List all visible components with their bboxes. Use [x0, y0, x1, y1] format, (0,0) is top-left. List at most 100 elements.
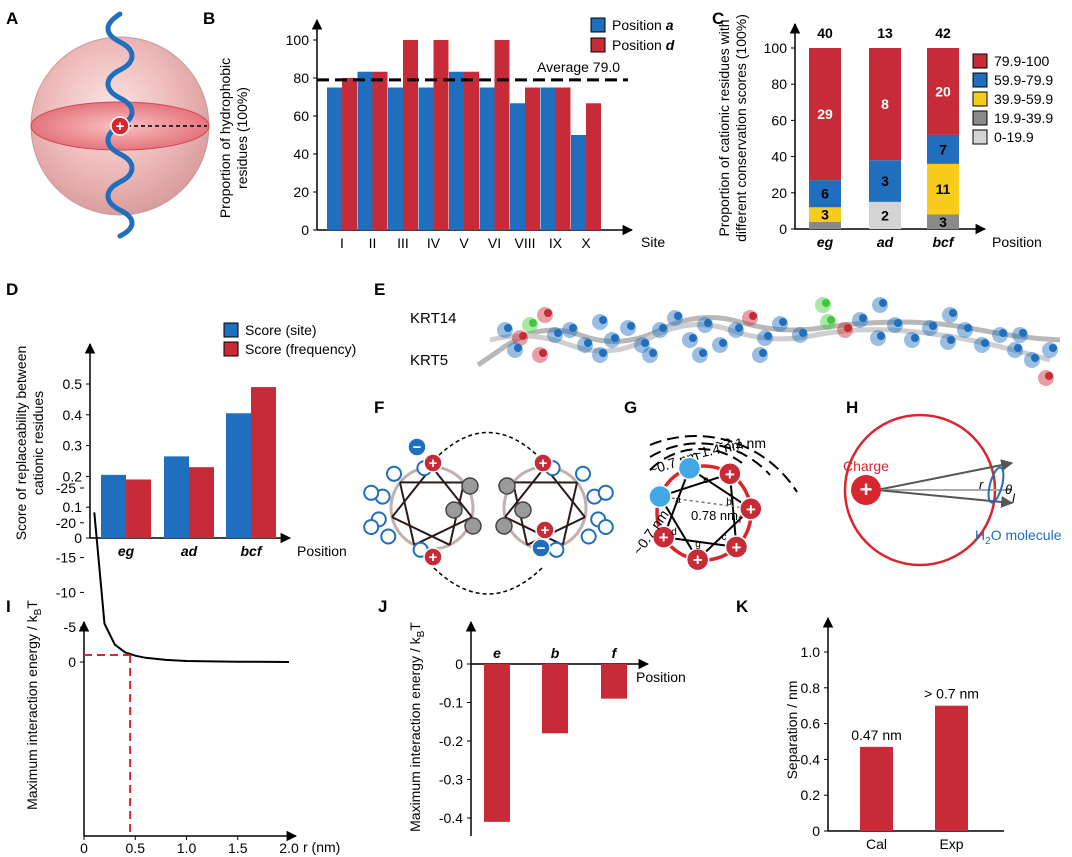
- panel-letter-e: E: [374, 280, 385, 299]
- charge-circle: [851, 475, 881, 505]
- panel-b-bar-VIII-a: [510, 103, 525, 230]
- hydrophobic-residue: [445, 501, 463, 519]
- heptad-position-label: c: [722, 532, 727, 543]
- panel-d-y-label-line2: cationic residues: [30, 391, 46, 495]
- panel-i-y-tick-label: -10: [56, 584, 76, 600]
- panel-i-y-tick-label: -20: [56, 515, 76, 531]
- panel-i-y-tick-label: -15: [56, 550, 76, 566]
- legend-label-39.9-59.9: 39.9-59.9: [994, 91, 1053, 107]
- legend-label-position-a: Position a: [612, 17, 674, 33]
- panel-b-bar-III-a: [388, 87, 403, 230]
- panel-letter-j: J: [378, 597, 387, 616]
- panel-k-bar-Exp: [935, 705, 968, 831]
- residue-atom: [699, 349, 707, 357]
- panel-d-bar-eg-frequency: [126, 479, 151, 538]
- panel-b-average-label: Average 79.0: [537, 59, 620, 75]
- panel-letter-b: B: [203, 9, 215, 28]
- panel-b-y-tick-label: 80: [293, 70, 309, 86]
- panel-k-bar-label: > 0.7 nm: [924, 686, 979, 702]
- panel-b-bar-X-d: [586, 103, 601, 230]
- panel-letters: A B C D E F G H I J K: [6, 9, 858, 616]
- panel-i-chart: 0 -5 -10 -15 -20 -25 0 0.5 1.0 1.5 2.0 Maximum int…: [24, 480, 340, 856]
- panel-c-x-tick-label: eg: [817, 234, 834, 250]
- wheel-connection: [561, 482, 579, 546]
- panel-i-x-tick-label: 1.5: [228, 840, 248, 856]
- panel-i-y-tick-label: 0: [68, 654, 76, 670]
- minus-icon: [531, 538, 551, 558]
- charge-symbol: −: [413, 439, 422, 456]
- panel-c-segment-count: 20: [935, 83, 951, 99]
- panel-c-legend: 79.9-100 59.9-79.9 39.9-59.9 19.9-39.9 0-19.…: [972, 53, 1053, 145]
- panel-c-segment-ad-0-19.9: [869, 201, 901, 229]
- residue-atom: [964, 324, 972, 332]
- residue-atom: [659, 324, 667, 332]
- plus-icon: +: [860, 477, 873, 502]
- panel-d-y-tick-label: 0.4: [63, 407, 83, 423]
- panel-d-bar-ad-site: [164, 456, 189, 538]
- panel-c-segment-eg-19.9-39.9: [809, 221, 841, 229]
- polar-residue: [380, 528, 397, 545]
- panel-c-y-tick-label: 80: [771, 76, 787, 92]
- panel-b-x-tick-label: V: [459, 235, 469, 251]
- panel-k-x-tick-label: Exp: [939, 836, 963, 852]
- panel-b-y-tick-label: 100: [286, 32, 310, 48]
- panel-j-bar-e: [484, 664, 510, 822]
- panel-i-energy-curve: [93, 512, 290, 663]
- panel-b-bar-VI-d: [494, 40, 510, 230]
- wheel-connection: [504, 466, 546, 518]
- panel-d-x-tick-label: ad: [181, 543, 198, 559]
- r-label: r: [979, 477, 984, 492]
- panel-c-total-label: 13: [877, 25, 893, 41]
- residue-atom: [689, 334, 697, 342]
- hydrophobic-residue: [464, 517, 482, 535]
- panel-c-y-label-line1: Proportion of cationic residues with: [716, 19, 732, 236]
- panel-j-y-tick-label: -0.2: [439, 733, 463, 749]
- residue-atom: [799, 329, 807, 337]
- wheel-connection: [391, 516, 451, 546]
- panel-letter-h: H: [846, 398, 858, 417]
- polar-residue: [363, 519, 380, 535]
- panel-b-y-tick-label: 0: [301, 222, 309, 238]
- panel-d-bars: [101, 387, 276, 538]
- panel-b-bar-IX-d: [555, 87, 571, 230]
- cationic-residue: [651, 525, 676, 549]
- panel-k-y-tick-label: 0.4: [801, 751, 821, 767]
- panel-c-segment-count: 2: [881, 207, 889, 223]
- panel-c-segment-bcf-59.9-79.9: [927, 134, 959, 164]
- panel-j-y-tick-label: -0.4: [439, 810, 463, 826]
- legend-swatch-0-19.9: [972, 129, 988, 145]
- residue-atom: [519, 332, 527, 340]
- charge-symbol: +: [429, 455, 438, 472]
- panel-i-x-tick-label: 1.0: [177, 840, 197, 856]
- panel-c-segment-count: 7: [939, 141, 947, 157]
- residue-atom: [611, 334, 619, 342]
- panel-b-x-tick-label: III: [397, 235, 409, 251]
- panel-b-bar-IV-d: [433, 40, 449, 230]
- panel-c-segment-count: 11: [936, 181, 951, 197]
- plus-icon: [535, 520, 555, 540]
- residue-atom: [764, 332, 772, 340]
- residue-atom: [827, 316, 835, 324]
- residue-atom: [877, 332, 885, 340]
- plus-icon: [423, 453, 443, 473]
- panel-k-y-tick-label: 0.8: [801, 680, 821, 696]
- panel-c-x-tick-label: bcf: [933, 234, 955, 250]
- l-label: l: [1012, 491, 1016, 506]
- residue-atom: [539, 349, 547, 357]
- heptad-connection: [662, 467, 691, 538]
- legend-swatch-79.9-100: [972, 53, 988, 69]
- polar-residue: [580, 528, 597, 545]
- wheel-connection: [413, 516, 473, 546]
- legend-swatch-59.9-79.9: [972, 72, 988, 88]
- plus-icon: +: [693, 551, 703, 570]
- panel-c-y-tick-label: 60: [771, 112, 787, 128]
- residue-atom: [504, 324, 512, 332]
- residue-atom: [911, 334, 919, 342]
- polar-residue: [363, 484, 380, 501]
- panel-b-bar-V-a: [449, 71, 464, 230]
- plus-icon: +: [725, 465, 735, 484]
- panel-c-x-tick-label: ad: [877, 234, 894, 250]
- residue-atom: [569, 324, 577, 332]
